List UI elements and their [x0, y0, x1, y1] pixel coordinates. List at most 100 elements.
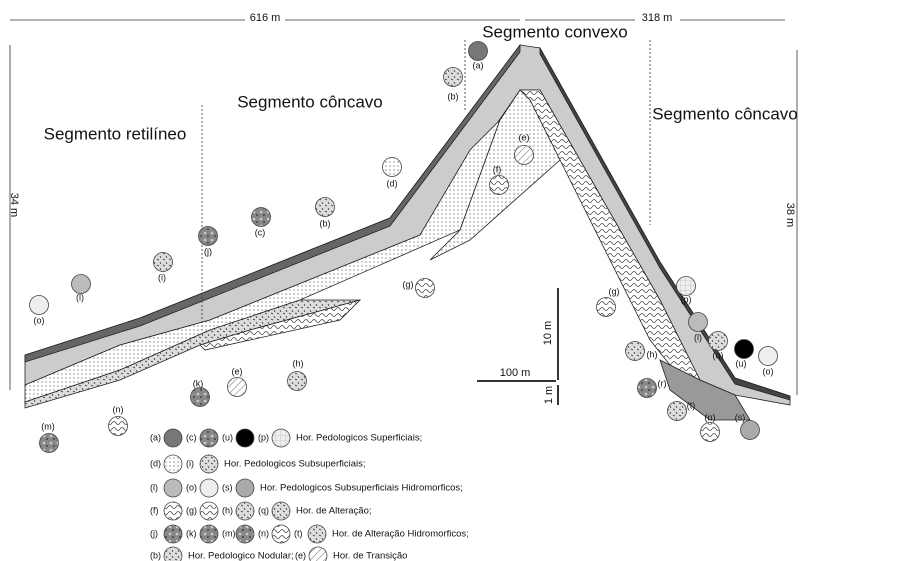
- segment-label: Segmento côncavo: [652, 104, 798, 123]
- legend-swatch: [236, 525, 254, 543]
- marker-circle: [515, 146, 534, 165]
- marker-circle: [741, 421, 760, 440]
- legend-swatch: [200, 502, 218, 520]
- marker-label: (e): [232, 366, 243, 376]
- marker-circle: [626, 342, 645, 361]
- marker-label: (c): [255, 227, 266, 237]
- legend-swatch: [164, 502, 182, 520]
- marker-circle: [154, 253, 173, 272]
- marker-label: (i): [158, 272, 166, 282]
- marker-label: (n): [705, 412, 716, 422]
- marker-label: (m): [41, 421, 55, 431]
- legend-swatch: [200, 455, 218, 473]
- legend-label: (f): [150, 505, 159, 515]
- marker-circle: [735, 340, 754, 359]
- marker-circle: [109, 417, 128, 436]
- scale-label: 10 m: [542, 321, 554, 345]
- legend-swatch: [236, 429, 254, 447]
- marker-label: (b): [448, 91, 459, 101]
- marker-label: (g): [403, 279, 414, 289]
- marker-label: (n): [113, 404, 124, 414]
- legend: (a)(c)(u)(p)Hor. Pedologicos Superficiai…: [150, 429, 469, 561]
- scale-label: 1 m: [543, 386, 555, 404]
- legend-label: (t): [294, 528, 303, 538]
- legend-label: (b): [150, 550, 161, 560]
- legend-swatch: [164, 429, 182, 447]
- legend-swatch: [309, 547, 327, 561]
- legend-swatch: [308, 525, 326, 543]
- marker-label: (l): [76, 292, 84, 302]
- marker-circle: [677, 277, 696, 296]
- legend-label: (s): [222, 482, 233, 492]
- legend-label: (k): [186, 528, 197, 538]
- marker-label: (u): [736, 358, 747, 368]
- legend-label: (j): [150, 528, 158, 538]
- marker-circle: [416, 279, 435, 298]
- height-label: 38 m: [784, 203, 796, 227]
- legend-swatch: [164, 455, 182, 473]
- legend-swatch: [200, 429, 218, 447]
- legend-label: (e): [295, 550, 306, 560]
- legend-description: Hor. Pedologico Nodular;: [188, 551, 294, 561]
- marker-label: (h): [647, 349, 658, 359]
- marker-circle: [469, 42, 488, 61]
- marker-label: (k): [193, 378, 204, 388]
- marker-label: (s): [735, 412, 746, 422]
- legend-swatch: [164, 479, 182, 497]
- length-label: 318 m: [642, 12, 673, 24]
- marker-circle: [316, 198, 335, 217]
- marker-circle: [638, 379, 657, 398]
- marker-circle: [597, 298, 616, 317]
- marker-label: (g): [609, 286, 620, 296]
- legend-label: (p): [258, 432, 269, 442]
- marker-label: (r): [658, 378, 667, 388]
- segment-label: Segmento côncavo: [237, 92, 383, 111]
- marker-circle: [490, 176, 509, 195]
- legend-label: (g): [186, 505, 197, 515]
- legend-description: Hor. de Alteração;: [296, 506, 372, 517]
- marker-circle: [759, 347, 778, 366]
- legend-label: (q): [258, 505, 269, 515]
- legend-swatch: [272, 525, 290, 543]
- legend-label: (h): [222, 505, 233, 515]
- marker-circle: [228, 378, 247, 397]
- legend-description: Hor. de Transição: [333, 551, 407, 561]
- legend-label: (l): [150, 482, 158, 492]
- segment-label: Segmento retilíneo: [44, 124, 187, 143]
- marker-label: (t): [687, 400, 696, 410]
- legend-description: Hor. Pedologicos Subsuperficiais;: [224, 459, 366, 470]
- legend-label: (c): [186, 432, 197, 442]
- legend-label: (i): [186, 458, 194, 468]
- marker-circle: [40, 434, 59, 453]
- legend-label: (d): [150, 458, 161, 468]
- marker-label: (e): [519, 132, 530, 142]
- marker-label: (o): [763, 366, 774, 376]
- legend-label: (m): [222, 528, 236, 538]
- legend-swatch: [272, 429, 290, 447]
- marker-label: (q): [713, 350, 724, 360]
- legend-description: Hor. de Alteração Hidromorficos;: [332, 529, 469, 540]
- legend-swatch: [272, 502, 290, 520]
- legend-swatch: [236, 502, 254, 520]
- legend-swatch: [164, 525, 182, 543]
- marker-circle: [444, 68, 463, 87]
- marker-circle: [199, 227, 218, 246]
- marker-circle: [701, 423, 720, 442]
- marker-circle: [383, 158, 402, 177]
- marker-label: (f): [493, 164, 502, 174]
- marker-circle: [689, 313, 708, 332]
- marker-label: (a): [473, 60, 484, 70]
- length-label: 616 m: [250, 12, 281, 24]
- legend-label: (u): [222, 432, 233, 442]
- marker-circle: [72, 275, 91, 294]
- marker-circle: [668, 402, 687, 421]
- legend-swatch: [236, 479, 254, 497]
- segment-label: Segmento convexo: [482, 22, 628, 41]
- legend-swatch: [200, 479, 218, 497]
- legend-swatch: [164, 547, 182, 561]
- marker-label: (l): [694, 332, 702, 342]
- marker-label: (j): [204, 246, 212, 256]
- legend-label: (o): [186, 482, 197, 492]
- marker-circle: [288, 372, 307, 391]
- marker-label: (o): [34, 315, 45, 325]
